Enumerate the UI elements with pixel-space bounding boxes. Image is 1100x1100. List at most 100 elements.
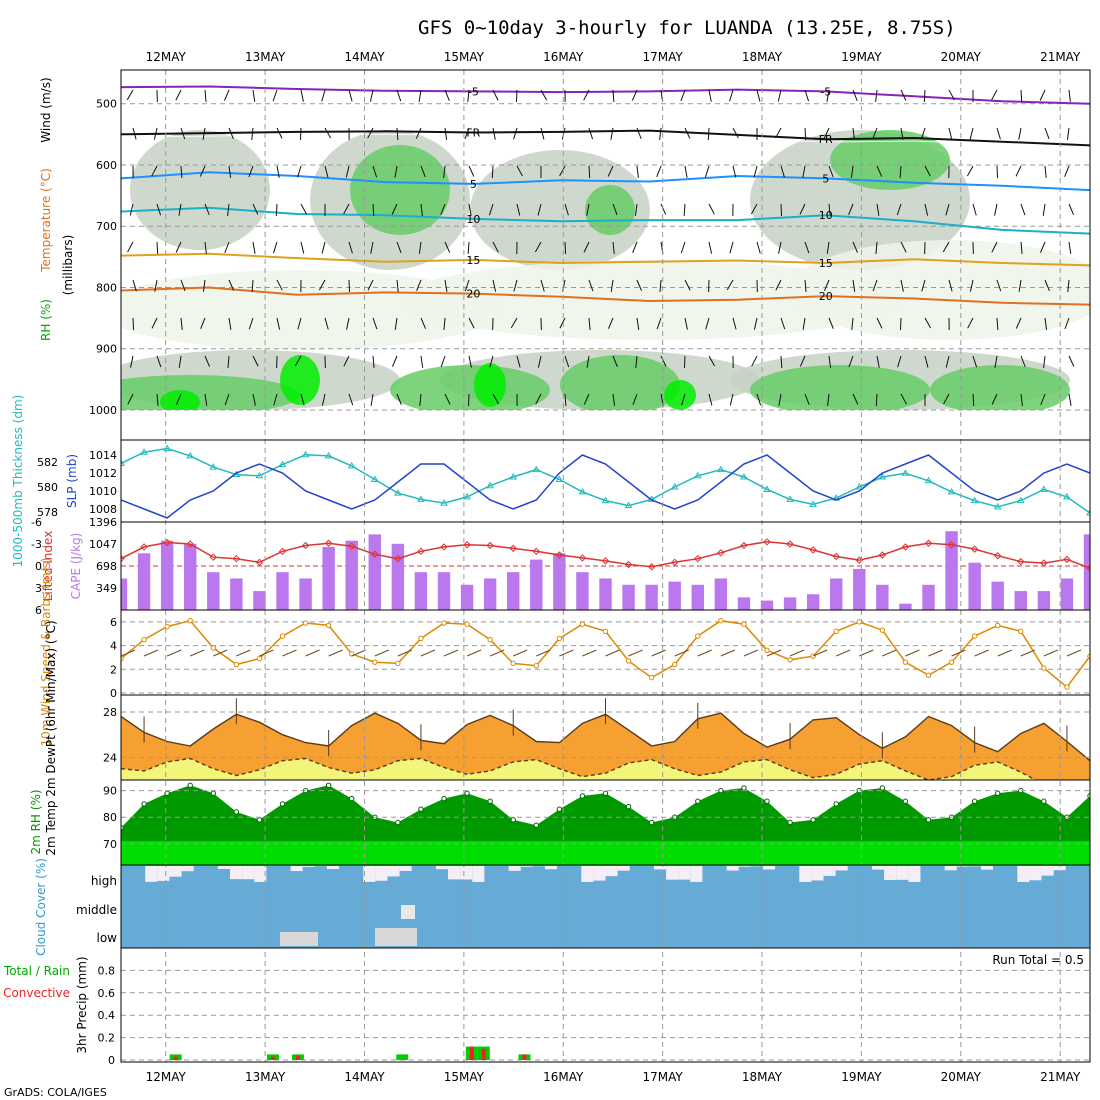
thickness-point <box>509 473 518 480</box>
thickness-tick-label: 582 <box>37 456 58 469</box>
high-cloud-gap <box>242 866 255 880</box>
wind-speed-point <box>602 628 609 635</box>
rh-point <box>787 819 793 826</box>
wind-barb <box>777 89 782 102</box>
wind-speed-point <box>325 622 332 629</box>
wind-barb <box>780 317 786 330</box>
wind-barb <box>729 393 734 406</box>
isotherm-double-line <box>121 133 1090 149</box>
wind-barb <box>948 279 953 292</box>
thickness-point <box>532 465 541 473</box>
wind-barb <box>708 393 713 406</box>
wind-barb <box>876 317 883 329</box>
pressure-tick-label: 900 <box>96 343 117 356</box>
wind-speed-point <box>1087 653 1090 659</box>
wind-speed-point <box>948 659 955 665</box>
thickness-point <box>555 475 564 483</box>
lifted-index-point <box>532 547 540 556</box>
wind-barb <box>180 165 183 178</box>
temp-tick-label: 28 <box>103 706 117 719</box>
wind-barb <box>440 355 446 368</box>
thickness-point <box>670 482 679 490</box>
thickness-point <box>278 460 287 468</box>
cape-bar <box>830 578 843 610</box>
wind-barb-10m <box>1043 649 1059 657</box>
lifted-index-point <box>121 554 125 563</box>
high-cloud-gap <box>666 866 679 880</box>
wind-barb <box>897 355 902 368</box>
wind-barb <box>1018 279 1022 292</box>
pressure-tick-label: 1000 <box>89 404 117 417</box>
lifted-index-point <box>348 542 356 550</box>
precip-tick-label: 0 <box>108 1054 115 1067</box>
rh-point <box>879 785 886 791</box>
rh-point <box>810 817 816 823</box>
wind-barb-10m <box>974 649 989 657</box>
thickness-ylabel: 1000-500mb Thickness (dm) <box>11 395 25 568</box>
wind-barb <box>175 241 182 253</box>
wind-barb <box>607 165 614 177</box>
cape-bar <box>876 584 889 610</box>
date-label-bottom: 20MAY <box>941 1070 982 1084</box>
cape-tick-label: 349 <box>96 582 117 595</box>
wind-speed-point <box>187 617 193 624</box>
rh-point <box>418 806 424 812</box>
cape-bar <box>553 553 566 610</box>
lifted-index-point <box>255 558 264 567</box>
date-label-top: 21MAY <box>1040 50 1081 64</box>
rh-shading-area <box>160 390 200 414</box>
thickness-point <box>463 492 471 500</box>
high-cloud-gap <box>363 866 376 882</box>
thickness-point <box>1086 509 1090 516</box>
rh-point <box>464 790 470 796</box>
lifted-index-point <box>371 550 379 558</box>
wind-barb <box>540 89 548 101</box>
thickness-point <box>716 465 725 473</box>
isotherm-line <box>121 286 1090 306</box>
wind-barb-10m <box>305 649 320 657</box>
isotherm-line <box>121 206 1090 235</box>
pressure-tick-label: 700 <box>96 220 117 233</box>
wind-barb <box>924 203 929 216</box>
wind-barb <box>828 355 832 368</box>
thickness-point <box>624 501 633 509</box>
wind-barb <box>394 165 398 178</box>
pressure-tick-label: 500 <box>96 98 117 111</box>
wind-barb-10m <box>928 649 943 657</box>
wind-barb <box>780 165 785 178</box>
cape-tick-label: 1396 <box>89 516 117 529</box>
wind-barb <box>535 393 542 405</box>
wind-tick-label: 4 <box>110 640 117 653</box>
wind-barb <box>684 127 691 139</box>
thickness-point <box>417 495 425 502</box>
cape-bar <box>1014 591 1027 610</box>
wind-speed-point <box>695 633 701 639</box>
wind-barb <box>252 355 259 367</box>
rh-point <box>902 798 909 804</box>
wind-barb <box>943 393 950 405</box>
wind-barb <box>180 279 186 292</box>
date-label-bottom: 18MAY <box>742 1070 783 1084</box>
precip-panel <box>121 969 1090 1061</box>
wind-barb <box>444 127 448 140</box>
lifted-index-point <box>324 539 333 547</box>
wind-speed-point <box>279 633 286 639</box>
rh-point <box>349 795 355 802</box>
cloud-level-label: low <box>97 931 118 945</box>
wind-barb <box>180 127 186 140</box>
wind-barb <box>1018 127 1022 140</box>
high-cloud-gap <box>690 866 703 882</box>
wind-speed-point <box>810 653 816 659</box>
rh-point <box>256 817 263 823</box>
wind-speed-point <box>533 663 539 669</box>
temp-ylabel: 2m Temp 2m DewPt (6hr Min/Max) (°C) <box>44 620 58 855</box>
wind-barb <box>321 241 326 254</box>
wind-barb <box>804 279 807 292</box>
panel-frame <box>120 947 1091 1063</box>
wind-barb <box>564 203 569 216</box>
temp-tick-label: 24 <box>103 751 117 764</box>
wind-barb <box>372 203 375 216</box>
wind-barb <box>251 279 254 292</box>
wind-barb <box>294 355 302 367</box>
